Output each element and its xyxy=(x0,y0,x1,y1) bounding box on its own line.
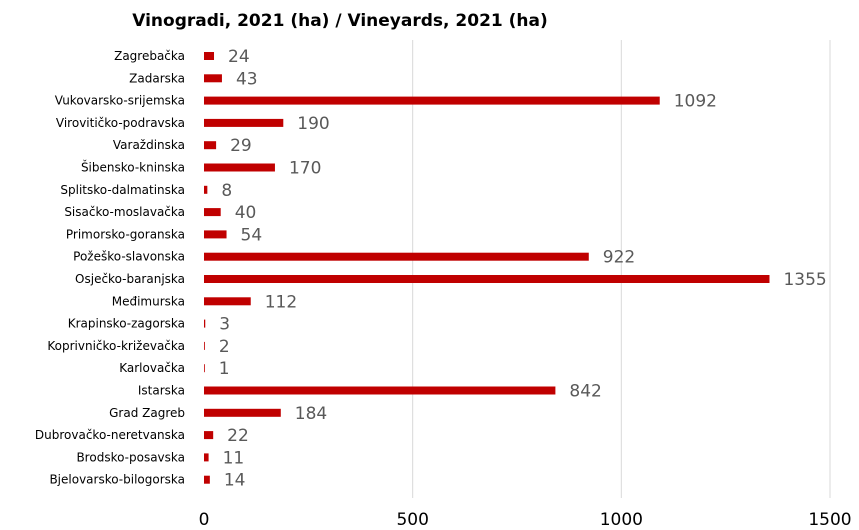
bar xyxy=(204,297,251,306)
bars xyxy=(204,52,770,484)
value-label: 170 xyxy=(289,159,321,179)
category-label: Karlovačka xyxy=(119,361,185,375)
bar xyxy=(204,431,214,440)
bar xyxy=(204,163,275,172)
category-label: Splitsko-dalmatinska xyxy=(60,183,185,197)
value-label: 29 xyxy=(230,136,252,156)
x-tick-label: 0 xyxy=(199,510,210,530)
category-label: Bjelovarsko-bilogorska xyxy=(49,473,185,487)
bar xyxy=(204,52,215,60)
value-label: 40 xyxy=(235,203,257,223)
bar xyxy=(204,252,589,261)
value-label: 3 xyxy=(219,315,230,335)
value-label: 190 xyxy=(297,114,329,134)
bar xyxy=(204,319,206,328)
value-label: 1092 xyxy=(674,92,717,112)
bar xyxy=(204,341,205,350)
value-label: 14 xyxy=(224,471,246,491)
category-label: Vukovarsko-srijemska xyxy=(55,94,185,108)
value-label: 43 xyxy=(236,69,258,89)
category-label: Virovitičko-podravska xyxy=(56,116,185,130)
category-label: Osječko-baranjska xyxy=(75,272,185,286)
value-label: 184 xyxy=(295,404,327,424)
category-label: Grad Zagreb xyxy=(109,406,185,420)
bar xyxy=(204,96,660,105)
bar xyxy=(204,118,284,127)
category-label: Varaždinska xyxy=(113,138,185,152)
value-label: 24 xyxy=(228,47,250,67)
category-label: Istarska xyxy=(138,384,185,398)
category-label: Brodsko-posavska xyxy=(76,450,185,464)
category-label: Zagrebačka xyxy=(114,49,185,63)
bar xyxy=(204,141,217,150)
bar xyxy=(204,74,222,83)
category-label: Požeško-slavonska xyxy=(73,250,185,264)
value-label: 922 xyxy=(603,248,635,268)
value-label: 112 xyxy=(265,292,297,312)
value-label: 8 xyxy=(221,181,232,201)
value-label: 2 xyxy=(219,337,230,357)
category-label: Krapinsko-zagorska xyxy=(68,317,185,331)
value-label: 842 xyxy=(569,382,601,402)
bar xyxy=(204,386,556,395)
x-tick-label: 1500 xyxy=(808,510,851,530)
bar xyxy=(204,408,281,417)
category-label: Primorsko-goranska xyxy=(66,227,185,241)
category-label: Koprivničko-križevačka xyxy=(47,339,185,353)
category-label: Šibensko-kninska xyxy=(81,160,185,175)
bar xyxy=(204,453,209,462)
value-label: 11 xyxy=(223,448,245,468)
category-label: Dubrovačko-neretvanska xyxy=(35,428,185,442)
category-labels: Zagrebačka Zadarska Vukovarsko-srijemska Vi… xyxy=(35,49,185,487)
x-tick-label: 1000 xyxy=(600,510,643,530)
value-label: 54 xyxy=(241,225,263,245)
bar xyxy=(204,185,208,194)
gridlines xyxy=(412,40,831,498)
x-tick-label: 500 xyxy=(396,510,428,530)
category-label: Sisačko-moslavačka xyxy=(64,205,185,219)
value-label: 1 xyxy=(219,359,230,379)
category-label: Međimurska xyxy=(112,294,185,308)
bar xyxy=(204,230,227,239)
x-axis-ticks: 0 500 1000 1500 xyxy=(199,510,852,530)
bar xyxy=(204,208,221,217)
value-label: 1355 xyxy=(783,270,826,290)
chart-title: Vinogradi, 2021 (ha) / Vineyards, 2021 (… xyxy=(132,11,548,31)
bar xyxy=(204,275,770,283)
bar xyxy=(204,475,210,484)
value-label: 22 xyxy=(227,426,249,446)
category-label: Zadarska xyxy=(129,71,185,85)
bar xyxy=(204,364,205,373)
